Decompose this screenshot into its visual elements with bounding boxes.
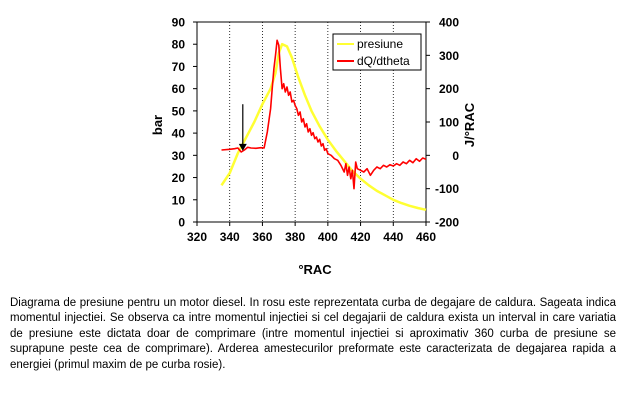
x-tick-label: 360 — [252, 230, 272, 244]
x-tick-label: 320 — [187, 230, 207, 244]
y-left-axis-label: bar — [150, 115, 165, 135]
y-right-tick-label: 400 — [439, 16, 459, 30]
y-right-tick-label: -200 — [435, 216, 459, 230]
legend-box — [332, 33, 422, 71]
x-tick-label: 420 — [351, 230, 371, 244]
y-right-tick-label: 0 — [452, 149, 459, 163]
series-line-presiune — [220, 42, 427, 212]
x-tick-label: 460 — [416, 230, 436, 244]
x-tick-label: 400 — [318, 230, 338, 244]
x-tick-labels: 320 340 360 380 400 420 440 460 — [187, 222, 436, 244]
y-left-tick-label: 0 — [178, 216, 185, 230]
y-left-tick-label: 50 — [172, 104, 186, 118]
series-layer — [220, 39, 427, 212]
y-right-tick-label: 200 — [439, 82, 459, 96]
y-left-tick-label: 30 — [172, 149, 186, 163]
y-left-tick-label: 80 — [172, 38, 186, 52]
y-left-tick-label: 70 — [172, 60, 186, 74]
legend-label-dqdtheta: dQ/dtheta — [357, 54, 410, 68]
y-left-tick-labels: 0 10 20 30 40 50 60 70 80 90 — [172, 16, 197, 230]
x-tick-label: 440 — [383, 230, 403, 244]
y-left-tick-label: 40 — [172, 127, 186, 141]
legend: presiune dQ/dtheta — [332, 33, 422, 71]
figure-caption: Diagrama de presiune pentru un motor die… — [10, 297, 616, 371]
arrow-head — [238, 143, 247, 151]
series-line-dqdtheta — [221, 39, 427, 190]
legend-label-presiune: presiune — [357, 37, 403, 51]
y-left-tick-label: 60 — [172, 82, 186, 96]
injection-arrow — [238, 104, 247, 151]
y-right-tick-label: 300 — [439, 49, 459, 63]
y-left-tick-label: 10 — [172, 193, 186, 207]
x-axis-label: °RAC — [298, 262, 332, 277]
y-right-tick-label: 100 — [439, 116, 459, 130]
y-left-tick-label: 90 — [172, 16, 186, 30]
x-tick-label: 380 — [285, 230, 305, 244]
y-left-tick-label: 20 — [172, 171, 186, 185]
chart: 320 340 360 380 400 420 440 460 0 10 20 30 40 50 60 70… — [150, 16, 477, 278]
x-tick-label: 340 — [220, 230, 240, 244]
y-right-tick-labels: -200 -100 0 100 200 300 400 — [426, 16, 459, 230]
y-right-axis-label: J/°RAC — [462, 102, 477, 147]
y-right-tick-label: -100 — [435, 182, 459, 196]
